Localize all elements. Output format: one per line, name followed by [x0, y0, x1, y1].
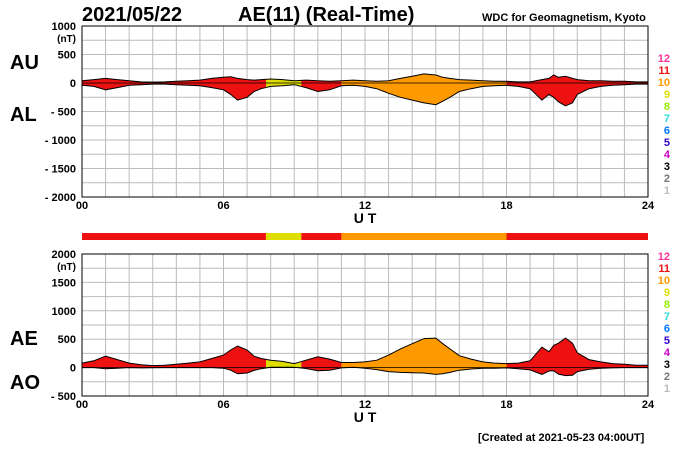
- station-count-bar-segment: [301, 233, 342, 240]
- panel1-y-tick-label: - 500: [51, 107, 76, 119]
- au-label: AU: [10, 52, 39, 74]
- panel1-legend-count-12: 12: [658, 53, 670, 65]
- panel1-legend-count-5: 5: [664, 137, 670, 149]
- panel1-legend-count-2: 2: [664, 173, 670, 185]
- panel2-legend-count-5: 5: [664, 335, 670, 347]
- panel2-x-tick-label: 24: [642, 399, 655, 411]
- panel1-legend-count-1: 1: [664, 185, 670, 197]
- panel2-x-axis-label: U T: [354, 409, 377, 425]
- panel1-area-segment: [82, 76, 266, 101]
- panel1-x-tick-label: 06: [217, 200, 229, 212]
- panel2-unit-label: (nT): [57, 262, 76, 273]
- station-count-bar-segment: [506, 233, 648, 240]
- panel2-area-segment: [266, 359, 302, 368]
- index-title: AE(11) (Real-Time): [238, 4, 415, 26]
- panel1-y-tick-label: - 1000: [45, 135, 76, 147]
- panel2-x-tick-label: 12: [359, 399, 371, 411]
- panel1-legend-count-7: 7: [664, 113, 670, 125]
- panel2-frame: [81, 253, 649, 397]
- panel1-y-tick-label: - 2000: [45, 192, 76, 204]
- panel1-legend-count-4: 4: [664, 149, 671, 161]
- panel2-area-segment: [82, 346, 266, 374]
- panel2-x-tick-label: 18: [500, 399, 512, 411]
- panel1-x-tick-label: 00: [76, 200, 88, 212]
- panel1-series-line-au: [81, 73, 648, 83]
- panel1-area-segment: [341, 73, 507, 105]
- panel2-legend-count-9: 9: [664, 287, 670, 299]
- panel2-y-tick-label: 1000: [52, 306, 76, 318]
- panel1-area-segment: [301, 80, 342, 92]
- panel1-legend-count-11: 11: [658, 65, 670, 77]
- panel2-legend-count-8: 8: [664, 299, 670, 311]
- panel2-legend-count-1: 1: [664, 383, 670, 395]
- date-title: 2021/05/22: [82, 4, 183, 26]
- panel1-x-tick-label: 18: [500, 200, 512, 212]
- panel2-legend-count-11: 11: [658, 263, 670, 275]
- panel1-legend-count-10: 10: [658, 77, 670, 89]
- panel2-legend-count-12: 12: [658, 251, 670, 263]
- panel2-x-tick-label: 00: [76, 399, 88, 411]
- panel1-x-tick-label: 12: [359, 200, 371, 212]
- panel2-legend-count-3: 3: [664, 359, 670, 371]
- panel1-frame: [81, 25, 649, 198]
- al-label: AL: [10, 104, 37, 126]
- panel2-y-tick-label: - 500: [51, 391, 76, 403]
- panel2-series-line-ae: [81, 337, 648, 367]
- panel2-legend-count-7: 7: [664, 311, 670, 323]
- panel2-legend-count-10: 10: [658, 275, 670, 287]
- panel1-y-tick-label: - 1500: [45, 164, 76, 176]
- station-count-bar-segment: [265, 233, 302, 240]
- panel2-y-tick-label: 1500: [52, 277, 76, 289]
- panel2-y-tick-label: 500: [58, 334, 76, 346]
- panel2-area-segment: [341, 338, 507, 375]
- station-count-bar-segment: [341, 233, 507, 240]
- panel1-legend-count-6: 6: [664, 125, 670, 137]
- panel2-y-tick-label: 2000: [52, 249, 76, 261]
- ao-label: AO: [10, 372, 40, 394]
- ae-label: AE: [10, 328, 38, 350]
- panel1-x-axis-label: U T: [354, 210, 377, 226]
- panel1-y-tick-label: 0: [70, 78, 76, 90]
- panel2-legend-count-2: 2: [664, 371, 670, 383]
- panel2-y-tick-label: 0: [70, 363, 76, 375]
- created-timestamp: [Created at 2021-05-23 04:00UT]: [478, 432, 645, 444]
- source-credit: WDC for Geomagnetism, Kyoto: [482, 12, 646, 24]
- panel1-legend-count-3: 3: [664, 161, 670, 173]
- panel1-series-line-al: [81, 83, 648, 107]
- panel1-y-tick-label: 500: [58, 50, 76, 62]
- panel1-y-tick-label: 1000: [52, 21, 76, 33]
- panel1-x-tick-label: 24: [642, 200, 655, 212]
- panel2-legend-count-4: 4: [664, 347, 671, 359]
- panel1-unit-label: (nT): [57, 34, 76, 45]
- panel2-legend-count-6: 6: [664, 323, 670, 335]
- panel2-x-tick-label: 06: [217, 399, 229, 411]
- panel1-legend-count-9: 9: [664, 89, 670, 101]
- station-count-bar-segment: [82, 233, 266, 240]
- panel1-legend-count-8: 8: [664, 101, 670, 113]
